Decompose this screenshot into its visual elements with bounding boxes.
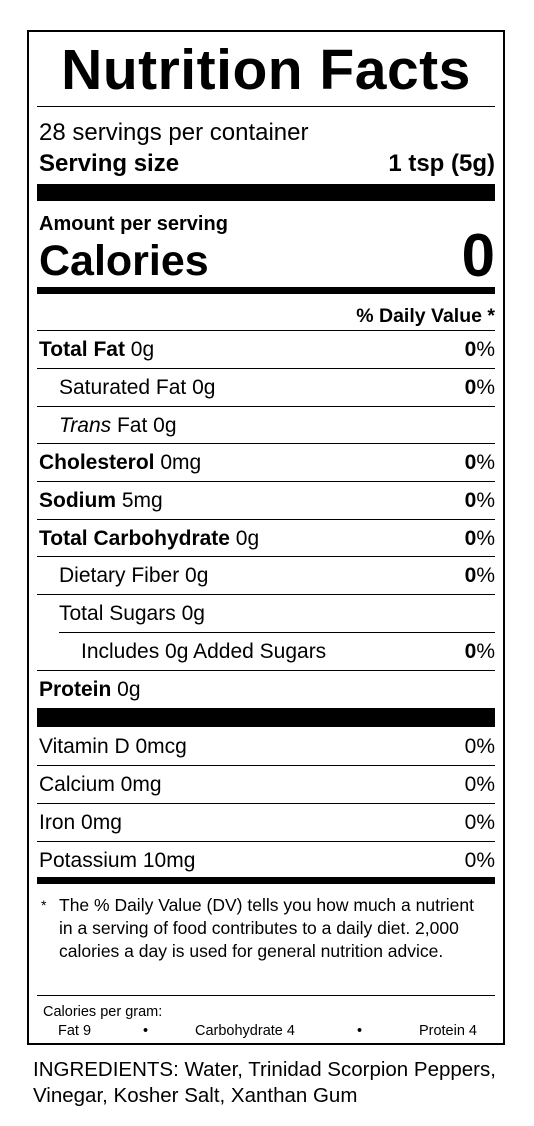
daily-value-number: 0 (464, 489, 477, 512)
nutrient-daily-value: 0% (465, 489, 495, 513)
daily-value-header: % Daily Value * (356, 305, 495, 327)
nutrient-daily-value: 0% (465, 376, 495, 400)
row-divider (37, 594, 495, 595)
nutrient-bold-label: Total Carbohydrate (39, 527, 230, 550)
row-divider (37, 556, 495, 557)
nutrient-name: Includes 0g Added Sugars (81, 640, 326, 664)
row-divider (37, 443, 495, 444)
vitamin-daily-value: 0% (464, 773, 495, 796)
servings-per-container: 28 servings per container (39, 119, 309, 146)
medium-divider (37, 877, 495, 884)
nutrition-facts-label: Nutrition Facts 28 servings per containe… (27, 30, 505, 1045)
nutrient-daily-value: 0% (465, 527, 495, 551)
row-divider (37, 670, 495, 671)
nutrient-amount: Includes 0g Added Sugars (81, 640, 327, 663)
footnote-text: The % Daily Value (DV) tells you how muc… (59, 895, 474, 961)
daily-value-percent-sign: % (476, 451, 495, 474)
nutrient-daily-value: 0% (465, 451, 495, 475)
ingredients: INGREDIENTS: Water, Trinidad Scorpion Pe… (33, 1058, 496, 1107)
thick-divider (37, 184, 495, 201)
row-divider (59, 632, 495, 633)
row-divider (37, 406, 495, 407)
medium-divider (37, 287, 495, 294)
thick-divider (37, 708, 495, 727)
vitamin-name: Vitamin D 0mcg (39, 735, 187, 758)
daily-value-percent-sign: % (476, 640, 495, 663)
nutrient-name: Protein 0g (39, 678, 141, 702)
row-divider (37, 481, 495, 482)
nutrient-bold-label: Cholesterol (39, 451, 155, 474)
daily-value-number: 0 (464, 451, 477, 474)
vitamin-daily-value: 0% (464, 811, 495, 834)
amount-per-serving: Amount per serving (39, 213, 228, 235)
row-divider (37, 765, 495, 766)
daily-value-number: 0 (464, 338, 477, 361)
daily-value-number: 0 (464, 376, 477, 399)
nutrient-bold-label: Sodium (39, 489, 116, 512)
nutrient-bold-label: Total Fat (39, 338, 125, 361)
daily-value-number: 0 (464, 564, 477, 587)
nutrient-name: Total Carbohydrate 0g (39, 527, 259, 551)
nutrient-amount: 0g (124, 338, 155, 361)
nutrient-amount: Total Sugars 0g (59, 602, 205, 625)
daily-value-percent-sign: % (476, 338, 495, 361)
nutrient-bold-label: Protein (39, 678, 112, 701)
nutrient-amount: 0g (229, 527, 260, 550)
row-divider (37, 368, 495, 369)
vitamin-daily-value: 0% (464, 735, 495, 758)
cpg-protein: Protein 4 (418, 1023, 477, 1039)
nutrient-amount: Saturated Fat 0g (59, 376, 216, 399)
nutrient-name: Dietary Fiber 0g (59, 564, 208, 588)
calories-value: 0 (461, 222, 495, 289)
nutrient-name: Saturated Fat 0g (59, 376, 215, 400)
nutrient-amount: Dietary Fiber 0g (59, 564, 209, 587)
row-divider (37, 330, 495, 331)
serving-size-value: 1 tsp (5g) (388, 150, 495, 177)
nutrient-name: Total Sugars 0g (59, 602, 205, 626)
row-divider (37, 841, 495, 842)
row-divider (37, 803, 495, 804)
nutrient-name: Trans Fat 0g (59, 414, 177, 438)
nutrient-name: Total Fat 0g (39, 338, 154, 362)
cpg-separator: • (143, 1023, 149, 1039)
nutrient-daily-value: 0% (465, 338, 495, 362)
daily-value-percent-sign: % (476, 564, 495, 587)
daily-value-percent-sign: % (476, 376, 495, 399)
nutrient-daily-value: 0% (465, 640, 495, 664)
vitamin-daily-value: 0% (464, 849, 495, 872)
nutrient-italic-label: Trans (59, 414, 112, 437)
daily-value-number: 0 (464, 640, 477, 663)
nutrient-amount: 0mg (154, 451, 202, 474)
footnote-star: * (41, 897, 47, 913)
divider (37, 995, 495, 996)
vitamin-name: Potassium 10mg (39, 849, 196, 872)
divider (37, 106, 495, 107)
cpg-carbohydrate: Carbohydrate 4 (195, 1023, 295, 1039)
daily-value-percent-sign: % (476, 489, 495, 512)
daily-value-percent-sign: % (476, 527, 495, 550)
calories-label: Calories (39, 237, 209, 285)
nutrient-amount: Fat 0g (111, 414, 177, 437)
cpg-separator: • (357, 1023, 363, 1039)
cpg-fat: Fat 9 (58, 1023, 92, 1039)
calories-per-gram-heading: Calories per gram: (43, 1004, 163, 1020)
vitamin-name: Iron 0mg (39, 811, 122, 834)
nutrient-daily-value: 0% (465, 564, 495, 588)
nutrient-name: Cholesterol 0mg (39, 451, 201, 475)
serving-size-label: Serving size (39, 150, 180, 177)
row-divider (37, 519, 495, 520)
vitamin-name: Calcium 0mg (39, 773, 162, 796)
daily-value-number: 0 (464, 527, 477, 550)
nutrient-amount: 5mg (116, 489, 163, 512)
label-title: Nutrition Facts (61, 38, 471, 102)
nutrient-amount: 0g (111, 678, 141, 701)
nutrient-name: Sodium 5mg (39, 489, 163, 513)
